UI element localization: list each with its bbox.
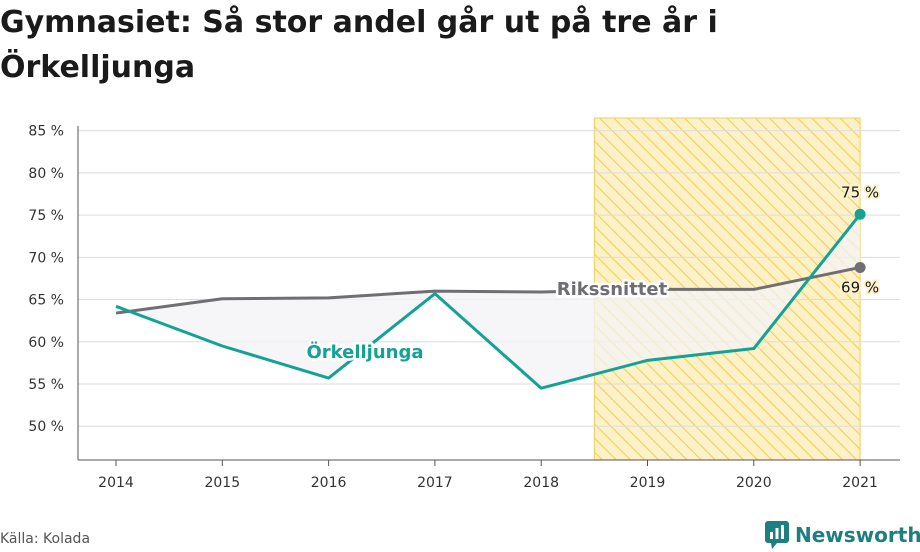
x-tick-label: 2017: [417, 475, 453, 491]
x-tick-label: 2021: [842, 475, 878, 491]
y-tick-label: 85 %: [28, 124, 64, 140]
y-tick-label: 60 %: [28, 335, 64, 351]
source-note: Källa: Kolada: [0, 531, 91, 547]
endpoint-rikssnittet: [854, 261, 866, 273]
y-tick-label: 70 %: [28, 250, 64, 266]
series-line-orkelljunga: [115, 213, 862, 390]
series-label-orkelljunga: Örkelljunga: [306, 341, 423, 363]
chart-title: Gymnasiet: Så stor andel går ut på tre å…: [0, 5, 718, 85]
y-tick-label: 50 %: [28, 419, 64, 435]
x-tick-label: 2018: [523, 475, 559, 491]
x-tick-label: 2016: [311, 475, 347, 491]
end-label-rikssnittet: 69 %: [841, 278, 879, 296]
y-tick-label: 55 %: [28, 377, 64, 393]
end-label-orkelljunga: 75 %: [841, 183, 879, 201]
series-line-rikssnittet: [115, 265, 861, 315]
endpoint-orkelljunga: [854, 208, 866, 220]
y-tick-label: 75 %: [28, 208, 64, 224]
newsworthy-logo-icon: [765, 521, 789, 549]
difference-area: [116, 214, 861, 389]
newsworthy-logo: Newsworthy: [765, 521, 920, 549]
x-tick-label: 2015: [204, 475, 240, 491]
y-tick-label: 65 %: [28, 293, 64, 309]
x-tick-label: 2014: [98, 475, 134, 491]
x-tick-label: 2020: [736, 475, 772, 491]
y-tick-label: 80 %: [28, 166, 64, 182]
series-label-rikssnittet: Rikssnittet: [557, 279, 668, 300]
brand-name: Newsworthy: [795, 523, 920, 547]
x-tick-label: 2019: [630, 475, 666, 491]
